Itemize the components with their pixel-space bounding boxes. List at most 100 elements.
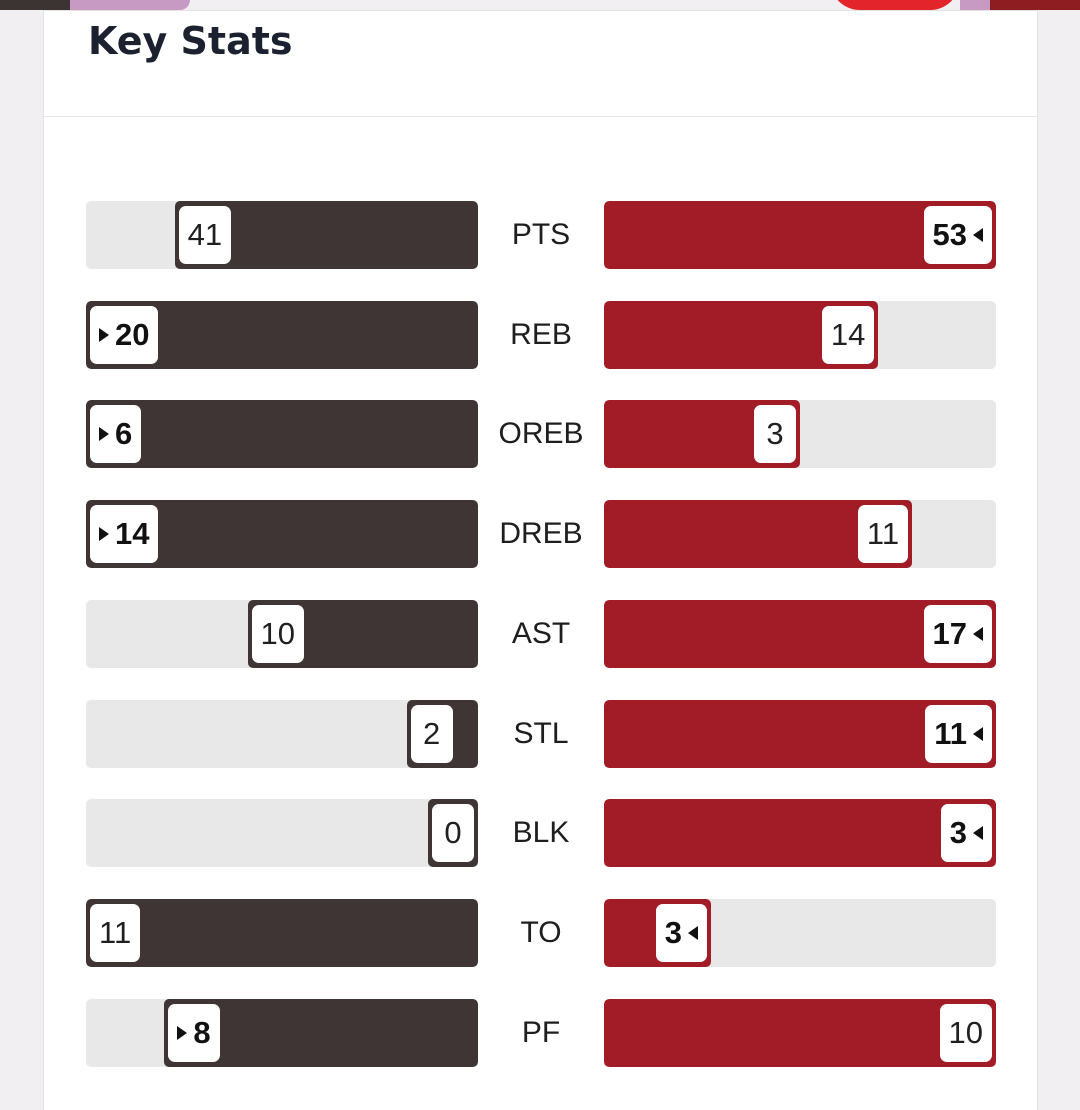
right-team-bar-fill: 17 xyxy=(604,600,996,668)
right-team-bar-fill: 3 xyxy=(604,400,800,468)
stat-row-pts: 41 PTS 53 xyxy=(86,201,996,269)
stat-row-blk: 0 BLK 3 xyxy=(86,799,996,867)
right-team-value: 53 xyxy=(923,206,992,264)
left-team-value: 10 xyxy=(251,605,304,663)
stat-row-stl: 2 STL 11 xyxy=(86,700,996,768)
header-banner xyxy=(0,0,1080,10)
right-team-bar-track: 17 xyxy=(604,600,996,668)
right-team-bar-fill: 14 xyxy=(604,301,879,369)
left-team-value-text: 6 xyxy=(115,416,133,451)
stat-row-pf: 8 PF 10 xyxy=(86,999,996,1067)
leader-caret-right-icon xyxy=(99,328,109,342)
right-team-bar-fill: 10 xyxy=(604,999,996,1067)
right-team-bar-track: 10 xyxy=(604,999,996,1067)
left-team-bar-fill: 8 xyxy=(164,999,478,1067)
left-team-bar-fill: 20 xyxy=(86,301,478,369)
leader-caret-left-icon xyxy=(973,727,983,741)
right-team-bar-fill: 11 xyxy=(604,700,996,768)
left-team-bar-fill: 6 xyxy=(86,400,478,468)
stat-row-ast: 10 AST 17 xyxy=(86,600,996,668)
leader-caret-right-icon xyxy=(177,1026,188,1040)
right-team-value-text: 11 xyxy=(934,716,967,751)
left-team-value-text: 11 xyxy=(99,915,132,950)
leader-caret-left-icon xyxy=(973,627,983,641)
stat-row-to: 11 TO 3 xyxy=(86,899,996,967)
right-team-value: 10 xyxy=(939,1004,992,1062)
stat-label: PTS xyxy=(511,218,571,251)
right-team-bar-track: 53 xyxy=(604,201,996,269)
right-team-value-text: 17 xyxy=(932,616,967,651)
left-team-bar-fill: 11 xyxy=(86,899,478,967)
right-team-bar-fill: 3 xyxy=(604,899,712,967)
right-team-value-text: 11 xyxy=(866,516,900,551)
right-team-value: 17 xyxy=(923,605,992,663)
stat-row-reb: 20 REB 14 xyxy=(86,301,996,369)
left-team-bar-track: 41 xyxy=(86,201,478,269)
left-team-value: 11 xyxy=(90,904,141,962)
left-team-value: 0 xyxy=(432,804,474,862)
stat-row-oreb: 6 OREB 3 xyxy=(86,400,996,468)
left-team-bar-track: 0 xyxy=(86,799,478,867)
left-team-bar-track: 11 xyxy=(86,899,478,967)
stat-label: PF xyxy=(521,1016,561,1049)
banner-right-accent xyxy=(960,0,990,10)
left-team-bar-track: 8 xyxy=(86,999,478,1067)
left-team-value-text: 14 xyxy=(115,516,150,551)
left-team-value-text: 2 xyxy=(423,716,441,751)
right-team-value-text: 14 xyxy=(830,317,866,352)
right-team-value: 14 xyxy=(821,306,875,364)
left-team-bar-fill: 41 xyxy=(174,201,478,269)
stat-label: REB xyxy=(510,318,572,351)
right-team-bar-fill: 53 xyxy=(604,201,996,269)
left-team-bar-fill: 14 xyxy=(86,500,478,568)
stat-label: OREB xyxy=(498,417,584,450)
left-team-bar-track: 10 xyxy=(86,600,478,668)
card-divider xyxy=(44,116,1037,117)
leader-caret-right-icon xyxy=(99,527,109,541)
right-team-bar-track: 11 xyxy=(604,700,996,768)
right-team-value-text: 3 xyxy=(766,416,784,451)
left-team-value: 20 xyxy=(90,306,159,364)
right-team-bar-track: 11 xyxy=(604,500,996,568)
leader-caret-left-icon xyxy=(688,926,699,940)
banner-left-dark xyxy=(0,0,70,10)
left-team-value: 41 xyxy=(178,206,232,264)
stat-row-dreb: 14 DREB 11 xyxy=(86,500,996,568)
right-team-bar-track: 3 xyxy=(604,799,996,867)
left-team-value-text: 0 xyxy=(444,815,462,850)
left-team-value-text: 10 xyxy=(260,616,295,651)
stat-label: DREB xyxy=(499,517,583,550)
left-team-value: 8 xyxy=(168,1004,220,1062)
stat-label: STL xyxy=(513,717,569,750)
left-team-value: 6 xyxy=(90,405,142,463)
left-team-bar-fill: 0 xyxy=(428,799,478,867)
right-team-value-text: 3 xyxy=(664,915,683,950)
right-team-value-text: 53 xyxy=(932,217,967,252)
banner-right-maroon xyxy=(990,0,1080,10)
left-team-value-text: 8 xyxy=(193,1015,211,1050)
left-team-bar-track: 14 xyxy=(86,500,478,568)
left-team-bar-track: 20 xyxy=(86,301,478,369)
leader-caret-left-icon xyxy=(973,826,983,840)
right-team-value-text: 10 xyxy=(948,1015,983,1050)
right-team-bar-track: 3 xyxy=(604,899,996,967)
right-team-value: 11 xyxy=(925,705,992,763)
left-team-value-text: 41 xyxy=(187,217,223,252)
right-team-value: 3 xyxy=(655,904,708,962)
left-team-value: 2 xyxy=(410,705,453,763)
right-team-bar-track: 14 xyxy=(604,301,996,369)
left-team-value: 14 xyxy=(90,505,159,563)
right-team-bar-track: 3 xyxy=(604,400,996,468)
stat-label: TO xyxy=(520,916,562,949)
leader-caret-right-icon xyxy=(99,427,109,441)
banner-right-red xyxy=(830,0,960,10)
left-team-bar-fill: 2 xyxy=(406,700,478,768)
left-team-bar-fill: 10 xyxy=(247,600,478,668)
right-team-bar-fill: 3 xyxy=(604,799,996,867)
left-team-bar-track: 6 xyxy=(86,400,478,468)
left-team-bar-track: 2 xyxy=(86,700,478,768)
right-team-value: 3 xyxy=(754,405,796,463)
right-team-value: 11 xyxy=(857,505,909,563)
stat-label: BLK xyxy=(512,816,570,849)
leader-caret-left-icon xyxy=(973,228,983,242)
